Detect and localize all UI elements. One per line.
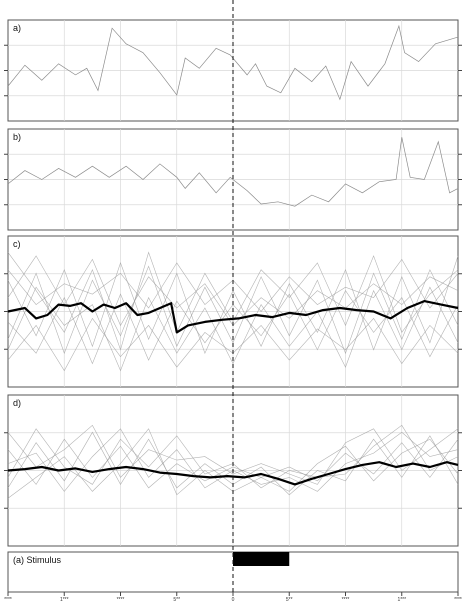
mean-line	[7, 461, 459, 486]
x-tick-label: 1***	[60, 597, 69, 603]
x-tick-label: 5**	[173, 597, 180, 603]
x-tick-label: ****	[454, 597, 462, 603]
x-tick-label: ****	[117, 597, 125, 603]
series-line-5	[7, 424, 459, 485]
panel-2: b)	[4, 128, 462, 231]
series-line-8	[7, 286, 459, 372]
x-tick-label: ****	[342, 597, 350, 603]
x-tick-label: 1***	[397, 597, 406, 603]
series-line-1	[7, 137, 459, 207]
panel-label: d)	[13, 398, 21, 408]
panel-label: a)	[13, 23, 21, 33]
x-tick-labels: **** 1*** **** 5** 0 5** **** 1*** ****	[4, 592, 462, 603]
stimulus-bar	[233, 552, 290, 566]
series-line-1	[7, 24, 459, 101]
x-tick-label: ****	[4, 597, 12, 603]
panel-label: (a) Stimulus	[13, 555, 62, 565]
panel-5: (a) Stimulus	[7, 551, 459, 593]
panel-label: c)	[13, 239, 21, 249]
panel-label: b)	[13, 132, 21, 142]
x-tick-label: 5**	[286, 597, 293, 603]
mean-line	[7, 300, 459, 334]
series-line-7	[7, 251, 459, 351]
x-tick-label: 0	[232, 597, 235, 603]
